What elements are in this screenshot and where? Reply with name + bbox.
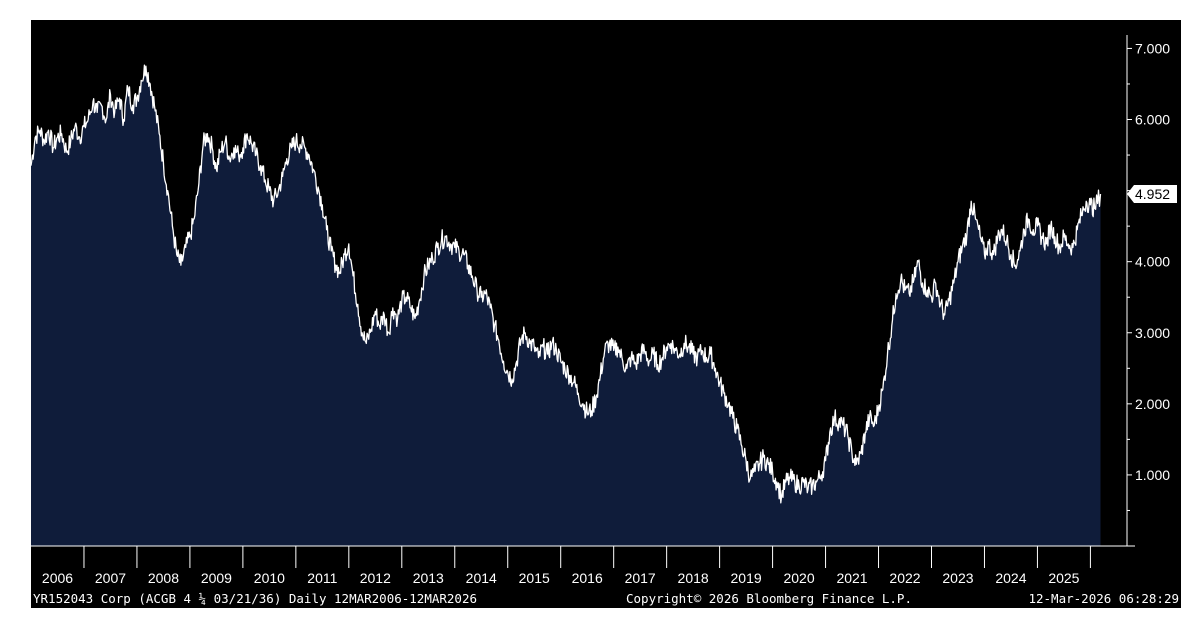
x-tick-label: 2024 <box>995 570 1026 586</box>
x-tick-label: 2022 <box>889 570 920 586</box>
x-tick-label: 2014 <box>466 570 497 586</box>
x-tick-label: 2019 <box>731 570 762 586</box>
bloomberg-chart-panel: 2006 2007 2008 2009 2010 2011 2012 2013 2014 2015… <box>31 20 1181 608</box>
x-tick-label: 2018 <box>678 570 709 586</box>
x-tick-label: 2025 <box>1048 570 1079 586</box>
y-tick-label: 7.000 <box>1135 40 1170 56</box>
last-value-marker <box>1127 185 1177 204</box>
x-tick-label: 2023 <box>942 570 973 586</box>
x-tick-label: 2020 <box>783 570 814 586</box>
y-tick-label: 1.000 <box>1135 467 1170 483</box>
x-tick-label: 2007 <box>95 570 126 586</box>
x-tick-label: 2011 <box>307 570 337 586</box>
x-tick-label: 2009 <box>201 570 232 586</box>
y-tick-label: 2.000 <box>1135 396 1170 412</box>
security-description: YR152043 Corp (ACGB 4 ¼ 03/21/36) Daily … <box>33 591 478 606</box>
y-tick-label: 3.000 <box>1135 325 1170 341</box>
copyright-notice: Copyright© 2026 Bloomberg Finance L.P. <box>626 591 912 606</box>
series-line <box>31 64 1102 504</box>
x-tick-label: 2010 <box>254 570 285 586</box>
x-tick-label: 2012 <box>360 570 391 586</box>
x-tick-label: 2016 <box>572 570 603 586</box>
x-tick-label: 2013 <box>413 570 444 586</box>
x-tick-label: 2008 <box>148 570 179 586</box>
x-tick-label: 2017 <box>625 570 656 586</box>
x-tick-label: 2015 <box>519 570 550 586</box>
x-tick-label: 2006 <box>42 570 73 586</box>
last-value-label: 4.952 <box>1135 186 1170 202</box>
y-tick-label: 6.000 <box>1135 112 1170 128</box>
timestamp: 12-Mar-2026 06:28:29 <box>1028 591 1179 606</box>
price-chart: 2006 2007 2008 2009 2010 2011 2012 2013 2014 2015… <box>31 35 1177 586</box>
y-tick-label: 4.000 <box>1135 254 1170 270</box>
x-tick-label: 2021 <box>836 570 867 586</box>
